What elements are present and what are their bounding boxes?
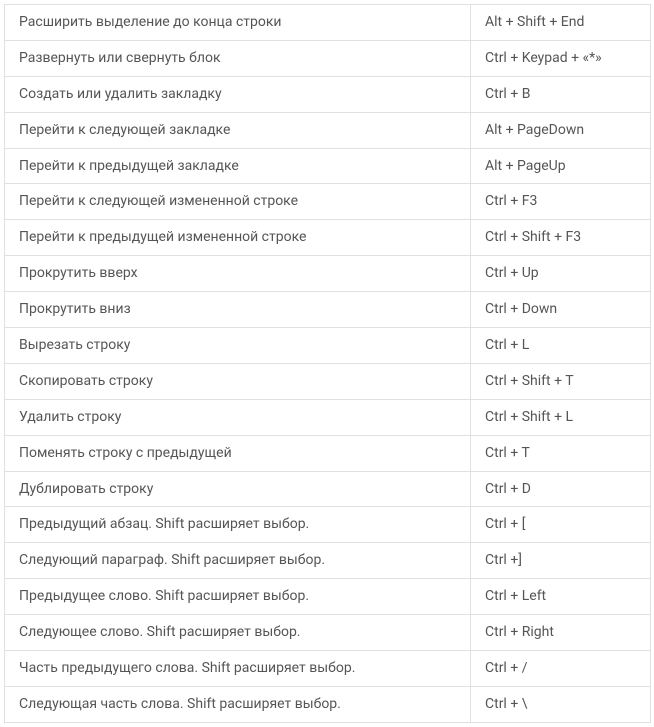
shortcut-cell: Ctrl + Shift + L [471, 399, 651, 435]
action-cell: Следующее слово. Shift расширяет выбор. [5, 615, 471, 651]
table-row: Перейти к предыдущей измененной строкеCt… [5, 220, 651, 256]
table-row: Следующая часть слова. Shift расширяет в… [5, 686, 651, 722]
action-cell: Поменять строку с предыдущей [5, 435, 471, 471]
action-cell: Удалить строку [5, 399, 471, 435]
action-cell: Перейти к следующей измененной строке [5, 184, 471, 220]
shortcut-cell: Ctrl + F3 [471, 184, 651, 220]
shortcut-cell: Ctrl + Shift + F3 [471, 220, 651, 256]
shortcuts-table: Расширить выделение до конца строкиAlt +… [4, 4, 651, 723]
action-cell: Прокрутить вниз [5, 292, 471, 328]
shortcut-cell: Ctrl + T [471, 435, 651, 471]
shortcut-cell: Ctrl + Down [471, 292, 651, 328]
shortcuts-table-body: Расширить выделение до конца строкиAlt +… [5, 5, 651, 723]
table-row: Перейти к следующей измененной строкеCtr… [5, 184, 651, 220]
table-row: Удалить строкуCtrl + Shift + L [5, 399, 651, 435]
action-cell: Развернуть или свернуть блок [5, 40, 471, 76]
action-cell: Расширить выделение до конца строки [5, 5, 471, 41]
action-cell: Прокрутить вверх [5, 256, 471, 292]
action-cell: Дублировать строку [5, 471, 471, 507]
shortcut-cell: Ctrl + / [471, 651, 651, 687]
shortcut-cell: Ctrl + Left [471, 579, 651, 615]
table-row: Расширить выделение до конца строкиAlt +… [5, 5, 651, 41]
shortcut-cell: Alt + PageDown [471, 112, 651, 148]
action-cell: Создать или удалить закладку [5, 76, 471, 112]
table-row: Перейти к предыдущей закладкеAlt + PageU… [5, 148, 651, 184]
table-row: Дублировать строкуCtrl + D [5, 471, 651, 507]
table-row: Следующее слово. Shift расширяет выбор.C… [5, 615, 651, 651]
action-cell: Предыдущий абзац. Shift расширяет выбор. [5, 507, 471, 543]
action-cell: Часть предыдущего слова. Shift расширяет… [5, 651, 471, 687]
shortcut-cell: Ctrl + Shift + T [471, 363, 651, 399]
shortcut-cell: Ctrl + Up [471, 256, 651, 292]
action-cell: Перейти к предыдущей измененной строке [5, 220, 471, 256]
table-row: Предыдущее слово. Shift расширяет выбор.… [5, 579, 651, 615]
action-cell: Следующий параграф. Shift расширяет выбо… [5, 543, 471, 579]
action-cell: Перейти к следующей закладке [5, 112, 471, 148]
action-cell: Предыдущее слово. Shift расширяет выбор. [5, 579, 471, 615]
shortcut-cell: Ctrl + Right [471, 615, 651, 651]
table-row: Развернуть или свернуть блокCtrl + Keypa… [5, 40, 651, 76]
shortcut-cell: Alt + PageUp [471, 148, 651, 184]
table-row: Часть предыдущего слова. Shift расширяет… [5, 651, 651, 687]
shortcut-cell: Alt + Shift + End [471, 5, 651, 41]
shortcut-cell: Ctrl +] [471, 543, 651, 579]
shortcut-cell: Ctrl + Keypad + «*» [471, 40, 651, 76]
table-row: Поменять строку с предыдущейCtrl + T [5, 435, 651, 471]
action-cell: Следующая часть слова. Shift расширяет в… [5, 686, 471, 722]
shortcut-cell: Ctrl + L [471, 328, 651, 364]
table-row: Следующий параграф. Shift расширяет выбо… [5, 543, 651, 579]
table-row: Предыдущий абзац. Shift расширяет выбор.… [5, 507, 651, 543]
table-row: Прокрутить вверхCtrl + Up [5, 256, 651, 292]
table-row: Прокрутить внизCtrl + Down [5, 292, 651, 328]
table-row: Перейти к следующей закладкеAlt + PageDo… [5, 112, 651, 148]
shortcut-cell: Ctrl + D [471, 471, 651, 507]
action-cell: Скопировать строку [5, 363, 471, 399]
action-cell: Перейти к предыдущей закладке [5, 148, 471, 184]
shortcut-cell: Ctrl + [ [471, 507, 651, 543]
table-row: Создать или удалить закладкуCtrl + B [5, 76, 651, 112]
table-row: Вырезать строкуCtrl + L [5, 328, 651, 364]
shortcut-cell: Ctrl + \ [471, 686, 651, 722]
table-row: Скопировать строкуCtrl + Shift + T [5, 363, 651, 399]
action-cell: Вырезать строку [5, 328, 471, 364]
shortcut-cell: Ctrl + B [471, 76, 651, 112]
